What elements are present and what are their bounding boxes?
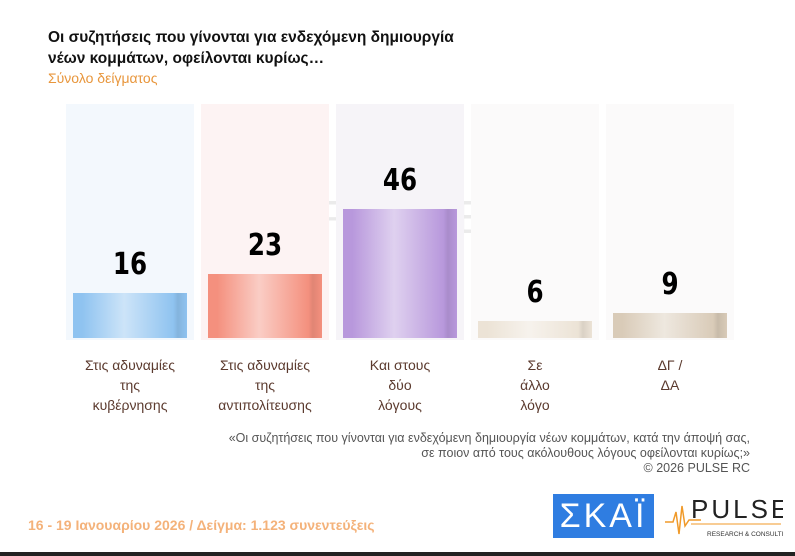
data-label: 16 [112, 247, 148, 283]
chart-subtitle: Σύνολο δείγματος [48, 70, 158, 86]
data-label: 46 [382, 163, 418, 199]
pulse-logo: PULSE RESEARCH & CONSULTING [665, 492, 793, 542]
category-label: Στις αδυναμίες της κυβέρνησης [84, 357, 176, 413]
note-line-1: «Οι συζητήσεις που γίνονται για ενδεχόμε… [228, 431, 750, 445]
bar-panel [606, 104, 734, 340]
bar-panel [471, 104, 599, 340]
data-label: 6 [526, 275, 544, 311]
category-label: ΔΓ / ΔΑ [657, 357, 683, 393]
category-label: Στις αδυναμίες της αντιπολίτευσης [218, 357, 312, 413]
bar [343, 209, 457, 338]
bar [613, 312, 727, 338]
skai-logo: ΣΚΑΪ [553, 494, 654, 538]
data-label: 9 [661, 266, 679, 302]
category-label: Σε άλλο λόγο [520, 357, 550, 413]
chart-title: Οι συζητήσεις που γίνονται για ενδεχόμεν… [48, 29, 454, 67]
question-note: «Οι συζητήσεις που γίνονται για ενδεχόμε… [229, 431, 750, 476]
bottom-strip [0, 552, 795, 556]
bar [73, 293, 187, 338]
svg-text:RESEARCH & CONSULTING: RESEARCH & CONSULTING [707, 531, 783, 538]
copyright: © 2026 PULSE RC [643, 461, 750, 475]
category-label: Και στους δύο λόγους [369, 357, 431, 413]
svg-text:PULSE: PULSE [691, 494, 783, 524]
bar [478, 321, 592, 338]
bar [208, 273, 322, 338]
note-line-2: σε ποιον από τους ακόλουθους λόγους οφεί… [421, 446, 750, 460]
data-label: 23 [247, 227, 283, 263]
footer-sample-info: 16 - 19 Ιανουαρίου 2026 / Δείγμα: 1.123 … [28, 517, 375, 533]
